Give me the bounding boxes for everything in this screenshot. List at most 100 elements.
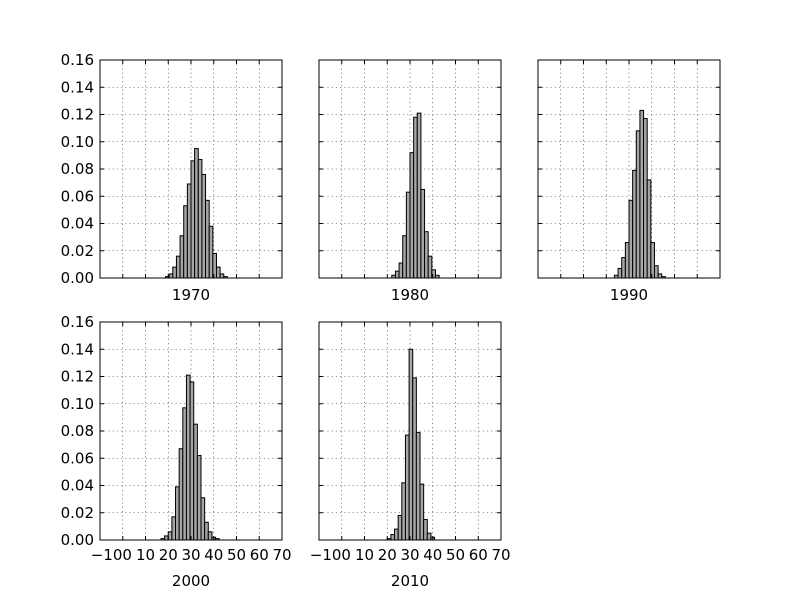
x-tick-label: −100 bbox=[310, 546, 351, 564]
y-tick-label: 0.02 bbox=[61, 242, 94, 260]
y-tick-label: 0.14 bbox=[61, 340, 94, 358]
histogram-bar bbox=[415, 431, 421, 541]
x-tick-label: 10 bbox=[136, 546, 155, 564]
histogram-bar bbox=[215, 266, 221, 279]
histogram-bar bbox=[405, 191, 411, 279]
histogram-bar bbox=[190, 160, 196, 279]
histogram-bar bbox=[175, 486, 180, 541]
histogram-bar bbox=[412, 377, 417, 541]
panel-year-label: 1970 bbox=[172, 286, 210, 304]
y-tick-label: 0.10 bbox=[61, 395, 94, 413]
histogram-bar bbox=[398, 262, 404, 279]
histogram-bar bbox=[617, 267, 623, 279]
histogram-bar bbox=[426, 532, 432, 541]
histogram-bar bbox=[168, 273, 174, 279]
y-tick-label: 0.12 bbox=[61, 368, 94, 386]
histogram-bar bbox=[196, 455, 202, 541]
panel-1970: 0.00 0.02 0.04 0.06 0.08 0.10 0.12 0.14 0.16 1970 bbox=[61, 51, 283, 304]
panel-year-label: 1980 bbox=[391, 286, 429, 304]
y-tick-label: 0.14 bbox=[61, 78, 94, 96]
histogram-bar bbox=[207, 531, 213, 541]
histogram-bar bbox=[419, 483, 425, 541]
histogram-bar bbox=[628, 199, 634, 279]
histogram-bar bbox=[197, 158, 203, 279]
y-tick-label: 0.06 bbox=[61, 187, 94, 205]
y-tick-label: 0.04 bbox=[61, 477, 94, 495]
histogram-bar bbox=[172, 266, 177, 279]
histogram-bar bbox=[394, 270, 400, 279]
histogram-bar bbox=[201, 173, 207, 279]
x-tick-label: 30 bbox=[400, 546, 419, 564]
histogram-bar bbox=[193, 423, 198, 541]
histogram-bar bbox=[650, 242, 655, 279]
x-tick-label: 10 bbox=[355, 546, 374, 564]
y-tick-label: 0.00 bbox=[61, 531, 94, 549]
histogram-bar bbox=[185, 374, 191, 541]
histogram-bar bbox=[205, 199, 210, 279]
histogram-bar bbox=[413, 116, 418, 279]
histogram-bar bbox=[635, 130, 641, 279]
histogram-bar bbox=[171, 516, 177, 541]
histogram-bar bbox=[164, 535, 169, 541]
x-tick-label: −100 bbox=[91, 546, 132, 564]
histogram-bar bbox=[409, 152, 415, 279]
x-tick-label: 60 bbox=[250, 546, 269, 564]
y-tick-label: 0.08 bbox=[61, 160, 94, 178]
panel-2000: 0.00 0.02 0.04 0.06 0.08 0.10 0.12 0.14 0.16 −100… bbox=[61, 313, 292, 590]
histogram-bar bbox=[175, 255, 181, 279]
histogram-bar bbox=[200, 497, 206, 541]
x-tick-label: 50 bbox=[446, 546, 465, 564]
y-tick-label: 0.06 bbox=[61, 449, 94, 467]
panel-year-label: 2000 bbox=[172, 572, 210, 590]
y-tick-label: 0.08 bbox=[61, 422, 94, 440]
histogram-bar bbox=[182, 407, 187, 541]
histogram-bar bbox=[178, 448, 184, 541]
panel-1980: 1980 bbox=[318, 59, 502, 304]
x-tick-label: 70 bbox=[272, 546, 291, 564]
histogram-bar bbox=[646, 179, 652, 279]
histogram-bar bbox=[402, 235, 407, 279]
histogram-bar bbox=[186, 183, 192, 279]
y-tick-label: 0.16 bbox=[61, 313, 94, 331]
histogram-bar bbox=[390, 534, 396, 541]
y-tick-label: 0.12 bbox=[61, 106, 94, 124]
x-tick-label: 20 bbox=[378, 546, 397, 564]
histogram-bar bbox=[204, 521, 209, 541]
histogram-bar bbox=[621, 257, 626, 279]
histogram-bar bbox=[643, 118, 648, 279]
x-tick-label: 20 bbox=[159, 546, 178, 564]
histogram-bar bbox=[397, 514, 403, 541]
histogram-bar bbox=[189, 381, 195, 541]
y-tick-label: 0.02 bbox=[61, 504, 94, 522]
histogram-bar bbox=[632, 169, 637, 279]
histogram-bar bbox=[427, 255, 433, 279]
histogram-bar bbox=[404, 434, 410, 541]
histogram-bar bbox=[657, 273, 663, 279]
y-tick-label: 0.00 bbox=[61, 269, 94, 287]
x-tick-label: 30 bbox=[181, 546, 200, 564]
histogram-bar bbox=[408, 348, 414, 541]
y-tick-label: 0.10 bbox=[61, 133, 94, 151]
panel-year-label: 2010 bbox=[391, 572, 429, 590]
x-tick-label: 60 bbox=[469, 546, 488, 564]
x-tick-label: 40 bbox=[423, 546, 442, 564]
histogram-bar bbox=[179, 235, 185, 279]
panel-1990: 1990 bbox=[537, 59, 721, 304]
histogram-bar bbox=[416, 112, 422, 279]
histogram-bar bbox=[219, 273, 225, 279]
histogram-bar bbox=[401, 482, 406, 541]
x-tick-label: 40 bbox=[204, 546, 223, 564]
panel-year-label: 1990 bbox=[610, 286, 648, 304]
histogram-bar bbox=[424, 231, 429, 279]
x-tick-label: 70 bbox=[491, 546, 510, 564]
histogram-bar bbox=[208, 225, 214, 279]
histogram-bar bbox=[183, 205, 188, 279]
histogram-bar bbox=[394, 528, 399, 541]
x-tick-label: 50 bbox=[227, 546, 246, 564]
histogram-bar bbox=[167, 531, 173, 541]
histogram-bar bbox=[423, 519, 428, 541]
histogram-bar bbox=[194, 148, 199, 279]
histogram-bar bbox=[653, 265, 659, 279]
panel-2010: −100 10 20 30 40 50 60 70 2010 bbox=[310, 321, 511, 590]
